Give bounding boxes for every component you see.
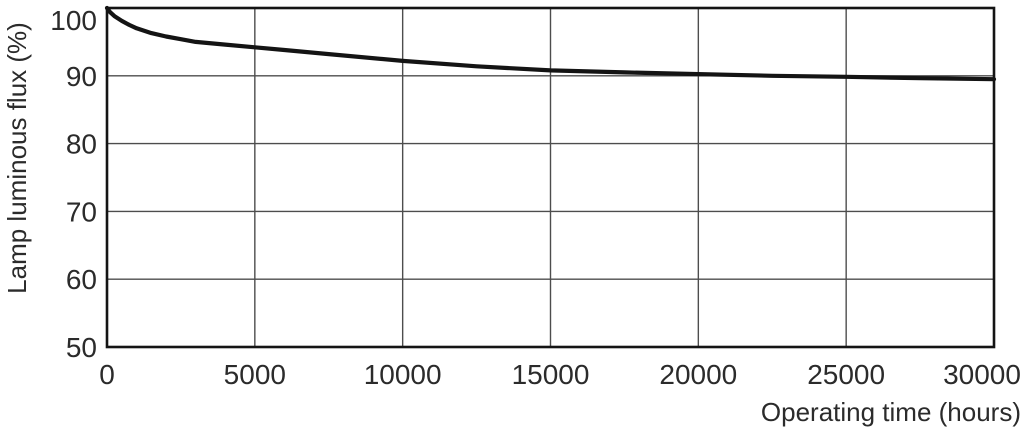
y-tick-label: 90	[66, 61, 97, 92]
y-tick-label: 50	[66, 332, 97, 363]
y-tick-label: 100	[50, 5, 97, 36]
y-axis-title: Lamp luminous flux (%)	[2, 22, 32, 294]
y-tick-label: 60	[66, 264, 97, 295]
x-tick-label: 30000	[943, 359, 1021, 390]
y-tick-label: 70	[66, 196, 97, 227]
x-tick-label: 15000	[512, 359, 590, 390]
plot-border	[105, 6, 996, 349]
x-tick-label: 0	[99, 359, 115, 390]
gridlines	[107, 8, 994, 347]
flux-curve	[104, 5, 997, 82]
x-axis-title: Operating time (hours)	[761, 397, 1021, 427]
x-tick-label: 25000	[807, 359, 885, 390]
x-tick-label: 5000	[224, 359, 286, 390]
x-tick-labels: 0 5000 10000 15000 20000 25000 30000	[99, 359, 1021, 390]
x-tick-label: 10000	[364, 359, 442, 390]
y-tick-labels: 50 60 70 80 90 100	[50, 5, 97, 363]
x-tick-label: 20000	[659, 359, 737, 390]
y-tick-label: 80	[66, 129, 97, 160]
